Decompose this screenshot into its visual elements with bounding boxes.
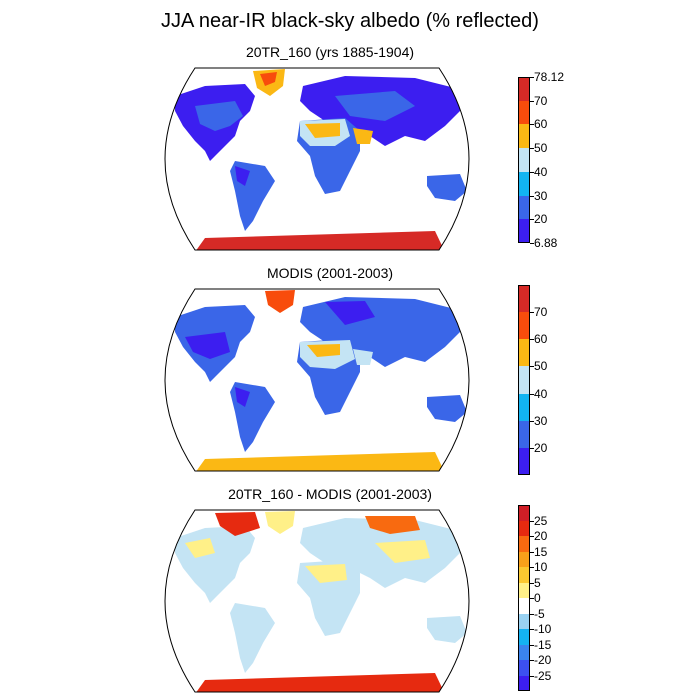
land-antarctica — [195, 673, 445, 692]
colorbar-label: 40 — [534, 386, 548, 401]
colorbar-label: 10 — [534, 560, 548, 574]
land-antarctica — [195, 231, 445, 250]
colorbar-label: 20 — [534, 529, 548, 543]
land-australia — [427, 395, 467, 422]
colorbar-label: 60 — [534, 117, 548, 132]
land-australia — [427, 174, 467, 201]
colorbar-label: 20 — [534, 212, 548, 227]
albedo-map-model — [164, 67, 470, 251]
colorbar-label: 6.88 — [534, 236, 558, 250]
panel-title-model: 20TR_160 (yrs 1885-1904) — [245, 44, 415, 60]
colorbar-label: 5 — [534, 575, 541, 590]
panel-title-modis: MODIS (2001-2003) — [266, 265, 394, 281]
land-greenland — [265, 290, 295, 313]
colorbar-label: 15 — [534, 544, 548, 559]
colorbar-label: 40 — [534, 164, 548, 179]
colorbar-label: 30 — [534, 188, 548, 203]
land-north-america — [175, 526, 255, 603]
colorbar-label: 70 — [534, 93, 548, 108]
colorbar-label: -25 — [534, 668, 552, 683]
colorbar-label: -5 — [534, 606, 545, 621]
land-greenland — [265, 511, 295, 534]
colorbar-label: 60 — [534, 332, 548, 347]
colorbar-label: 50 — [534, 141, 548, 156]
land-south-america — [230, 603, 275, 673]
colorbar-label: -15 — [534, 637, 552, 652]
colorbar-model: 6.88 20 30 40 50 60 70 78.12 — [518, 71, 578, 249]
colorbar-label: 20 — [534, 440, 548, 455]
colorbar-label: 25 — [534, 513, 548, 528]
colorbar-modis: 20 30 40 50 60 70 — [518, 285, 578, 475]
land-australia — [427, 616, 467, 643]
colorbar-difference: -25 -20 -15 -10 -5 0 5 10 15 20 25 — [518, 505, 578, 691]
albedo-map-modis — [164, 288, 470, 472]
albedo-map-difference — [164, 509, 470, 693]
colorbar-label: 78.12 — [534, 70, 565, 84]
colorbar-label: 70 — [534, 305, 548, 320]
land-antarctica — [195, 452, 445, 471]
colorbar-label: 50 — [534, 359, 548, 374]
main-title: JJA near-IR black-sky albedo (% reflecte… — [161, 10, 539, 32]
colorbar-label: -20 — [534, 653, 552, 667]
colorbar-label: 0 — [534, 591, 541, 605]
colorbar-label: 30 — [534, 413, 548, 428]
panel-title-difference: 20TR_160 - MODIS (2001-2003) — [228, 486, 432, 502]
colorbar-label: -10 — [534, 622, 552, 636]
land-eurasia — [300, 518, 465, 588]
